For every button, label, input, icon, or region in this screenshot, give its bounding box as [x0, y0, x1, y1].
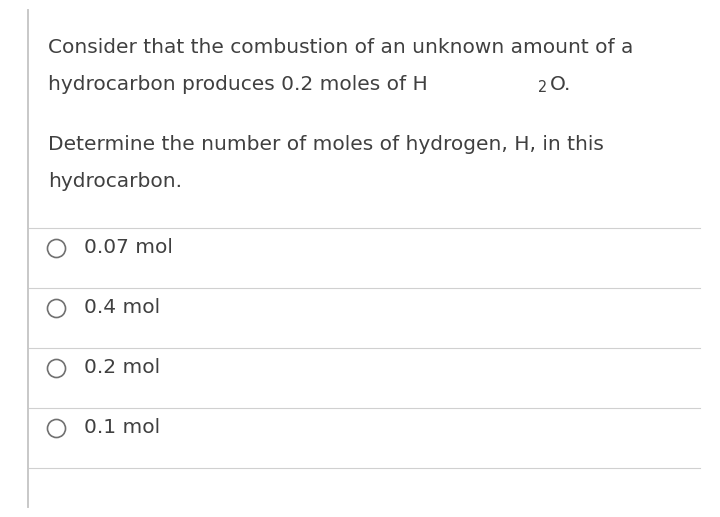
- Text: hydrocarbon.: hydrocarbon.: [48, 172, 182, 191]
- Text: Determine the number of moles of hydrogen, H, in this: Determine the number of moles of hydroge…: [48, 135, 604, 154]
- Text: hydrocarbon produces 0.2 moles of H: hydrocarbon produces 0.2 moles of H: [48, 75, 428, 94]
- Text: 0.2 mol: 0.2 mol: [84, 358, 160, 377]
- Text: O.: O.: [550, 75, 571, 94]
- Text: 2: 2: [538, 80, 547, 95]
- Text: Consider that the combustion of an unknown amount of a: Consider that the combustion of an unkno…: [48, 38, 634, 57]
- Text: 0.1 mol: 0.1 mol: [84, 418, 160, 437]
- Text: 0.4 mol: 0.4 mol: [84, 298, 160, 317]
- Text: 0.07 mol: 0.07 mol: [84, 238, 173, 257]
